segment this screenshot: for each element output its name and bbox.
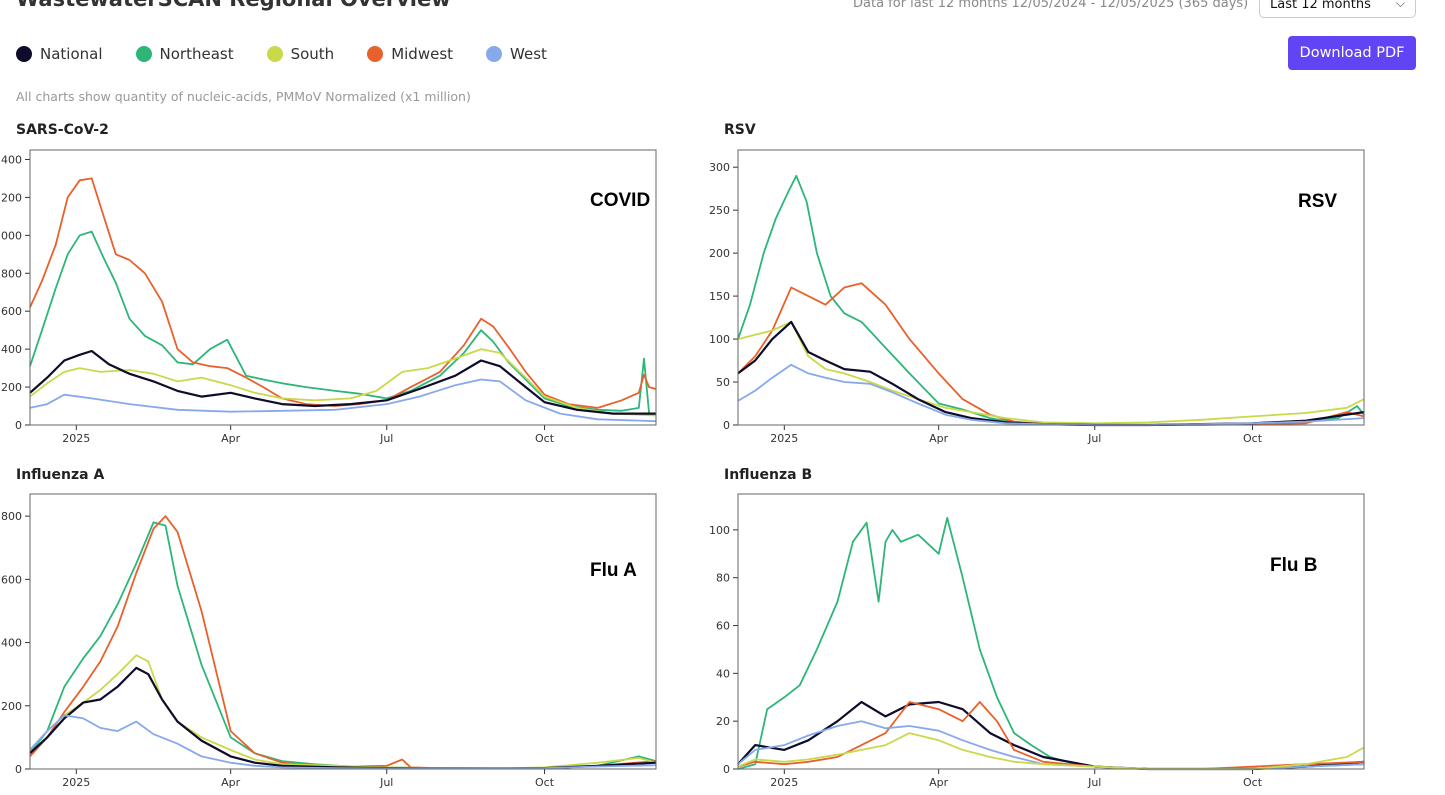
- series-line-south: [737, 320, 1365, 425]
- range-select-value: Last 12 months: [1270, 0, 1371, 12]
- y-tick-label: 600: [1, 573, 22, 586]
- y-tick-label: 100: [709, 333, 730, 346]
- series-line-midwest: [29, 177, 657, 409]
- chevron-down-icon: ⌵: [1395, 0, 1405, 10]
- y-tick-label: 150: [709, 290, 730, 303]
- y-tick-label: 0: [723, 419, 730, 432]
- legend-label: Midwest: [391, 45, 454, 63]
- x-tick-label: Jul: [1087, 776, 1101, 789]
- y-tick-label: 200: [709, 247, 730, 260]
- legend-dot: [16, 46, 32, 62]
- chart-title-influenza-b: Influenza B: [724, 467, 813, 483]
- y-tick-label: 1,400: [0, 153, 22, 166]
- plot-frame: [737, 493, 1365, 770]
- y-tick-label: 50: [716, 376, 730, 389]
- y-tick-label: 0: [723, 763, 730, 776]
- series-line-national: [737, 700, 1365, 771]
- x-tick-label: Oct: [535, 432, 555, 445]
- legend-label: West: [510, 45, 547, 63]
- x-tick-label: 2025: [62, 432, 90, 445]
- y-tick-label: 600: [1, 305, 22, 318]
- x-tick-label: Oct: [535, 776, 555, 789]
- series-line-national: [737, 320, 1365, 427]
- y-tick-label: 0: [15, 419, 22, 432]
- series-line-midwest: [29, 515, 657, 770]
- chart-annotation: RSV: [1298, 191, 1337, 212]
- series-line-south: [737, 732, 1365, 770]
- series-line-northeast: [29, 230, 657, 416]
- series-line-south: [29, 654, 657, 770]
- y-tick-label: 1,000: [0, 229, 22, 242]
- plot-frame: [737, 149, 1365, 426]
- y-tick-label: 0: [15, 763, 22, 776]
- x-tick-label: Apr: [929, 432, 949, 445]
- y-tick-label: 60: [716, 620, 730, 633]
- x-tick-label: Oct: [1243, 432, 1263, 445]
- y-tick-label: 20: [716, 715, 730, 728]
- series-line-west: [737, 363, 1365, 426]
- y-tick-label: 40: [716, 667, 730, 680]
- plot-frame: [29, 149, 657, 426]
- chart-influenza-b: 0 20 40 60 80 100 2025 Apr Jul Oct Flu B: [709, 493, 1365, 789]
- chart-annotation: Flu A: [590, 560, 637, 581]
- download-pdf-button[interactable]: Download PDF: [1288, 36, 1416, 70]
- y-tick-label: 800: [1, 267, 22, 280]
- subtitle: All charts show quantity of nucleic-acid…: [16, 89, 471, 104]
- legend-label: National: [40, 45, 103, 63]
- x-tick-label: Apr: [221, 432, 241, 445]
- plot-frame: [29, 493, 657, 770]
- x-tick-label: Jul: [1087, 432, 1101, 445]
- chart-influenza-a: 0 200 400 600 800 2025 Apr Jul Oct Flu A: [1, 493, 657, 789]
- y-tick-label: 400: [1, 637, 22, 650]
- series-line-west: [29, 714, 657, 770]
- x-tick-label: Oct: [1243, 776, 1263, 789]
- legend-label: South: [290, 45, 335, 63]
- chart-title-rsv: RSV: [724, 122, 756, 138]
- y-tick-label: 400: [1, 343, 22, 356]
- x-tick-label: 2025: [770, 432, 798, 445]
- legend-label: Northeast: [159, 45, 234, 63]
- legend-item-national[interactable]: National: [16, 45, 103, 63]
- series-line-national: [29, 666, 657, 770]
- series-line-northeast: [737, 174, 1365, 426]
- series-line-midwest: [737, 282, 1365, 426]
- chart-title-sars-cov-2: SARS-CoV-2: [16, 122, 109, 138]
- page-title: WastewaterSCAN Regional Overview: [16, 0, 451, 11]
- series-line-south: [29, 348, 657, 417]
- series-line-west: [29, 378, 657, 423]
- legend-item-west[interactable]: West: [486, 45, 547, 63]
- x-tick-label: Apr: [221, 776, 241, 789]
- chart-sars-cov-2: 0 200 400 600 800 1,000 1,200 1,400 2025 Apr Jul Oc…: [0, 149, 657, 445]
- y-tick-label: 250: [709, 204, 730, 217]
- x-tick-label: Apr: [929, 776, 949, 789]
- x-tick-label: 2025: [62, 776, 90, 789]
- series-line-northeast: [29, 521, 657, 770]
- legend-item-south[interactable]: South: [266, 45, 335, 63]
- y-tick-label: 100: [709, 524, 730, 537]
- legend-dot: [367, 46, 384, 62]
- legend-dot: [135, 46, 152, 62]
- legend-dot: [486, 46, 503, 62]
- chart-annotation: COVID: [590, 190, 650, 211]
- legend: National Northeast South Midwest West: [16, 43, 580, 65]
- y-tick-label: 800: [1, 510, 22, 523]
- x-tick-label: Jul: [379, 776, 393, 789]
- y-tick-label: 300: [709, 161, 730, 174]
- chart-rsv: 0 50 100 150 200 250 300 2025 Apr Jul Oct RSV: [709, 149, 1365, 445]
- range-select[interactable]: Last 12 months ⌵: [1259, 0, 1416, 18]
- legend-dot: [266, 46, 283, 62]
- x-tick-label: 2025: [770, 776, 798, 789]
- chart-annotation: Flu B: [1270, 555, 1318, 576]
- chart-title-influenza-a: Influenza A: [16, 467, 105, 483]
- y-tick-label: 200: [1, 700, 22, 713]
- y-tick-label: 1,200: [0, 191, 22, 204]
- legend-item-northeast[interactable]: Northeast: [135, 45, 234, 63]
- legend-item-midwest[interactable]: Midwest: [367, 45, 453, 63]
- date-range-text: Data for last 12 months 12/05/2024 - 12/…: [853, 0, 1249, 11]
- y-tick-label: 200: [1, 381, 22, 394]
- x-tick-label: Jul: [379, 432, 393, 445]
- y-tick-label: 80: [716, 572, 730, 585]
- series-line-national: [29, 349, 656, 415]
